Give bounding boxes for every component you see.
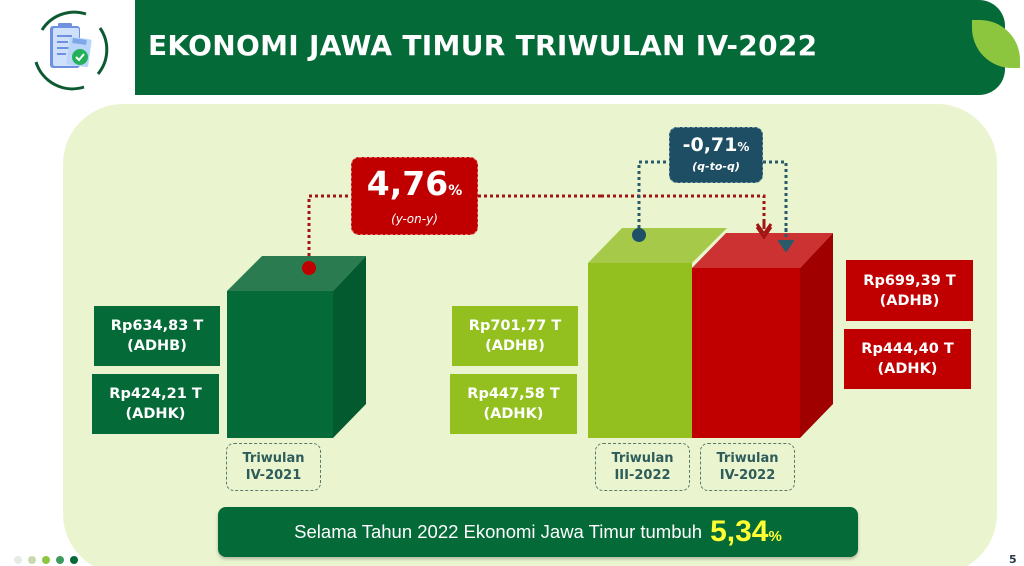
bar-iii-2022	[588, 228, 727, 438]
header-bar	[135, 0, 1005, 95]
value-box-iv-2021-adhb: Rp634,83 T (ADHB)	[94, 306, 220, 366]
yoy-growth-badge: 4,76% (y-on-y)	[351, 157, 478, 235]
qtq-start-dot	[632, 228, 646, 242]
qtq-growth-badge: -0,71% (q-to-q)	[669, 127, 763, 183]
period-line1: Triwulan	[242, 451, 305, 466]
value-box-iii-2022-adhk: Rp447,58 T (ADHK)	[450, 374, 577, 434]
qtq-label: (q-to-q)	[692, 160, 740, 173]
period-line2: III-2022	[614, 468, 671, 483]
period-label-iii-2022: Triwulan III-2022	[595, 443, 690, 491]
qtq-unit: %	[737, 140, 750, 154]
summary-text: Selama Tahun 2022 Ekonomi Jawa Timur tum…	[294, 521, 703, 542]
bar-iv-2022	[692, 233, 833, 438]
adhk-value: Rp447,58 T	[467, 386, 560, 402]
dot	[42, 556, 50, 564]
annual-growth-summary: Selama Tahun 2022 Ekonomi Jawa Timur tum…	[218, 507, 858, 557]
page-title: EKONOMI JAWA TIMUR TRIWULAN IV-2022	[148, 29, 818, 62]
value-box-iv-2022-adhb: Rp699,39 T (ADHB)	[846, 260, 973, 321]
adhk-value: Rp444,40 T	[861, 341, 954, 357]
period-line1: Triwulan	[716, 451, 779, 466]
period-line1: Triwulan	[611, 451, 674, 466]
value-box-iv-2022-adhk: Rp444,40 T (ADHK)	[844, 329, 971, 389]
summary-unit: %	[768, 528, 782, 545]
dot	[70, 556, 78, 564]
adhb-value: Rp634,83 T	[110, 318, 204, 334]
adhb-label: (ADHB)	[485, 338, 545, 354]
period-label-iv-2021: Triwulan IV-2021	[226, 443, 321, 491]
adhb-value: Rp701,77 T	[468, 318, 562, 334]
period-line2: IV-2022	[719, 468, 776, 483]
adhk-label: (ADHK)	[877, 361, 938, 377]
bar-iv-2021	[227, 256, 366, 438]
summary-value: 5,34	[710, 515, 769, 548]
yoy-start-dot	[302, 261, 316, 275]
dot	[28, 556, 36, 564]
adhb-value: Rp699,39 T	[863, 272, 956, 289]
qtq-value: -0,71	[682, 134, 738, 156]
page-number: 5	[1009, 553, 1017, 566]
document-check-icon	[34, 10, 109, 91]
dot	[56, 556, 64, 564]
adhk-label: (ADHK)	[125, 406, 186, 422]
period-line2: IV-2021	[245, 468, 302, 483]
value-box-iv-2021-adhk: Rp424,21 T (ADHK)	[92, 374, 219, 434]
adhb-label: (ADHB)	[879, 292, 940, 309]
slide-decoration-dots	[14, 556, 78, 564]
value-box-iii-2022-adhb: Rp701,77 T (ADHB)	[452, 306, 578, 366]
adhk-label: (ADHK)	[483, 406, 544, 422]
adhb-label: (ADHB)	[127, 338, 187, 354]
adhk-value: Rp424,21 T	[109, 386, 202, 402]
period-label-iv-2022: Triwulan IV-2022	[700, 443, 795, 491]
yoy-unit: %	[448, 183, 463, 199]
dot	[14, 556, 22, 564]
yoy-label: (y-on-y)	[391, 212, 438, 226]
yoy-value: 4,76	[366, 164, 449, 203]
